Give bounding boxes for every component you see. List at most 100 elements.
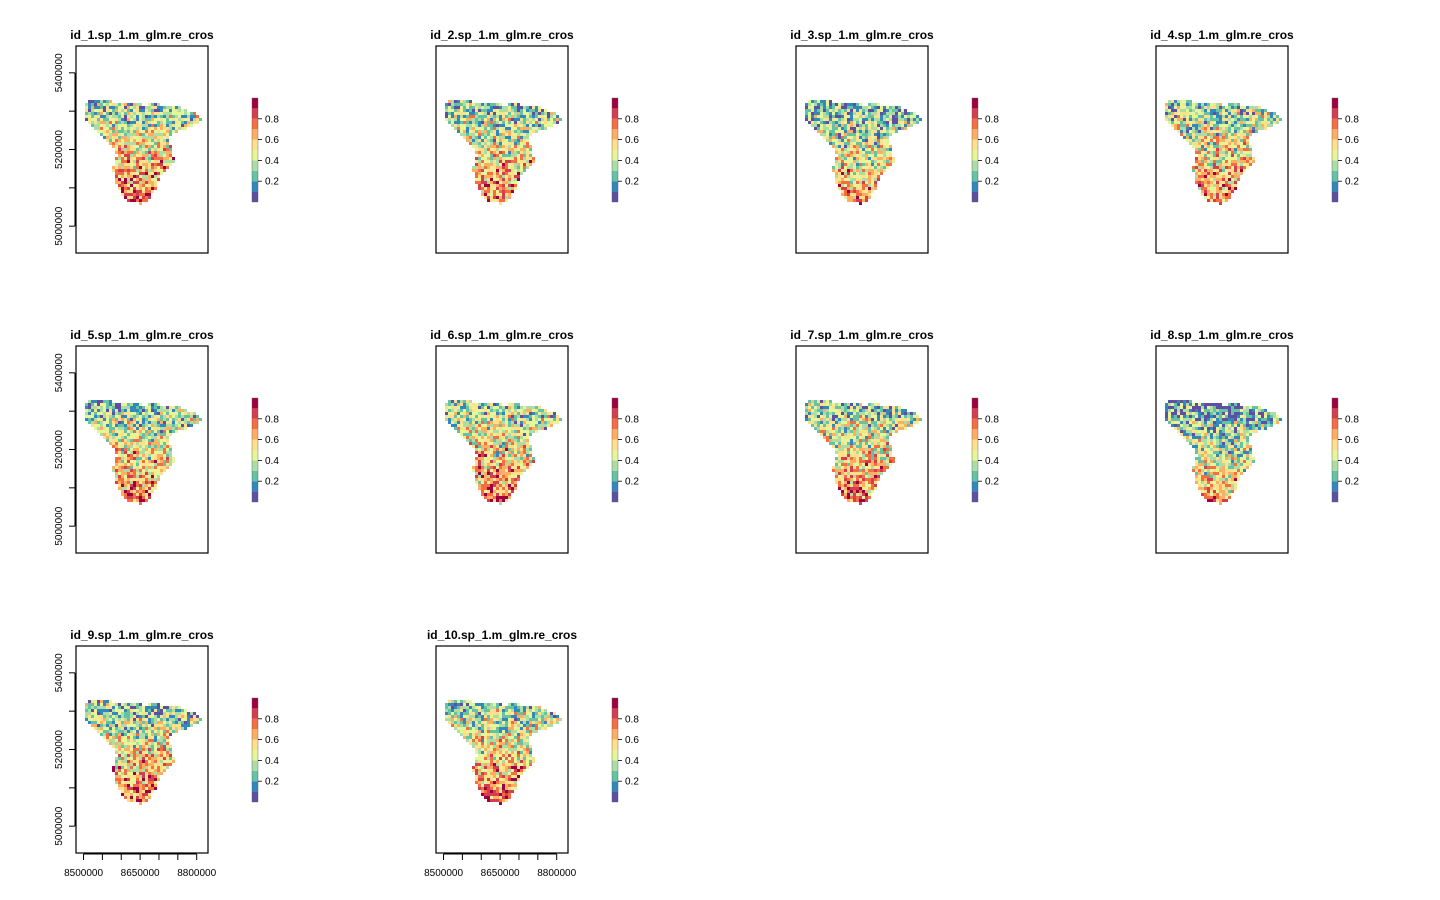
raster-cell [880, 115, 883, 118]
raster-cell [1210, 175, 1213, 178]
raster-cell [1192, 103, 1195, 106]
raster-cell [874, 451, 877, 454]
raster-cell [490, 406, 493, 409]
raster-cell [484, 163, 487, 166]
raster-cell [484, 463, 487, 466]
raster-cell [475, 412, 478, 415]
raster-cell [1171, 109, 1174, 112]
raster-cell [1249, 151, 1252, 154]
raster-cell [883, 130, 886, 133]
raster-cell [148, 175, 151, 178]
raster-cell [472, 169, 475, 172]
raster-cell [151, 433, 154, 436]
raster-cell [160, 160, 163, 163]
raster-cell [121, 457, 124, 460]
raster-cell [835, 133, 838, 136]
raster-cell [853, 130, 856, 133]
raster-cell [523, 421, 526, 424]
raster-cell [1249, 133, 1252, 136]
raster-cell [490, 145, 493, 148]
raster-cell [481, 487, 484, 490]
raster-cell [121, 178, 124, 181]
raster-cell [1204, 178, 1207, 181]
raster-cell [145, 151, 148, 154]
raster-cell [154, 409, 157, 412]
raster-cell [1204, 139, 1207, 142]
raster-cell [145, 145, 148, 148]
raster-cell [508, 145, 511, 148]
raster-cell [523, 424, 526, 427]
raster-cell [1249, 127, 1252, 130]
raster-cell [811, 109, 814, 112]
raster-cell [526, 442, 529, 445]
raster-cell [478, 451, 481, 454]
raster-cell [94, 109, 97, 112]
raster-cell [133, 478, 136, 481]
raster-cell [478, 475, 481, 478]
raster-cell [868, 148, 871, 151]
raster-cell [103, 121, 106, 124]
raster-cell [139, 202, 142, 205]
raster-cell [451, 409, 454, 412]
raster-cell [847, 145, 850, 148]
raster-cell [133, 190, 136, 193]
raster-cell [526, 466, 529, 469]
raster-cell [460, 403, 463, 406]
raster-cell [499, 484, 502, 487]
raster-cell [868, 142, 871, 145]
raster-cell [136, 442, 139, 445]
raster-cell [481, 436, 484, 439]
raster-cell [523, 412, 526, 415]
raster-cell [1213, 196, 1216, 199]
raster-cell [499, 175, 502, 178]
raster-cell [868, 421, 871, 424]
raster-cell [808, 400, 811, 403]
raster-cell [832, 121, 835, 124]
raster-cell [877, 175, 880, 178]
raster-cell [127, 169, 130, 172]
raster-cell [178, 109, 181, 112]
raster-cell [181, 418, 184, 421]
raster-cell [472, 118, 475, 121]
raster-cell [1201, 181, 1204, 184]
raster-cell [112, 466, 115, 469]
raster-cell [496, 466, 499, 469]
colorbar-segment [972, 170, 978, 182]
raster-cell [511, 469, 514, 472]
raster-cell [910, 418, 913, 421]
raster-cell [499, 442, 502, 445]
raster-cell [526, 166, 529, 169]
raster-cell [859, 190, 862, 193]
raster-cell [136, 115, 139, 118]
raster-cell [883, 142, 886, 145]
raster-cell [445, 418, 448, 421]
raster-cell [502, 418, 505, 421]
raster-cell [1228, 178, 1231, 181]
raster-cell [91, 109, 94, 112]
raster-cell [112, 169, 115, 172]
raster-cell [886, 445, 889, 448]
raster-cell [496, 415, 499, 418]
raster-cell [1222, 151, 1225, 154]
raster-cell [880, 427, 883, 430]
raster-cell [1204, 136, 1207, 139]
colorbar-tick-label: 0.6 [625, 435, 639, 446]
raster-cell [484, 151, 487, 154]
raster-cell [448, 421, 451, 424]
raster-cell [877, 106, 880, 109]
raster-cell [139, 487, 142, 490]
raster-cell [544, 118, 547, 121]
raster-cell [130, 160, 133, 163]
raster-cell [517, 433, 520, 436]
raster-cell [124, 418, 127, 421]
raster-cell [877, 160, 880, 163]
raster-cell [850, 172, 853, 175]
raster-cell [115, 115, 118, 118]
raster-cell [187, 415, 190, 418]
raster-cell [514, 478, 517, 481]
raster-cell [151, 412, 154, 415]
raster-cell [124, 430, 127, 433]
raster-cell [871, 121, 874, 124]
raster-cell [154, 475, 157, 478]
raster-cell [508, 160, 511, 163]
